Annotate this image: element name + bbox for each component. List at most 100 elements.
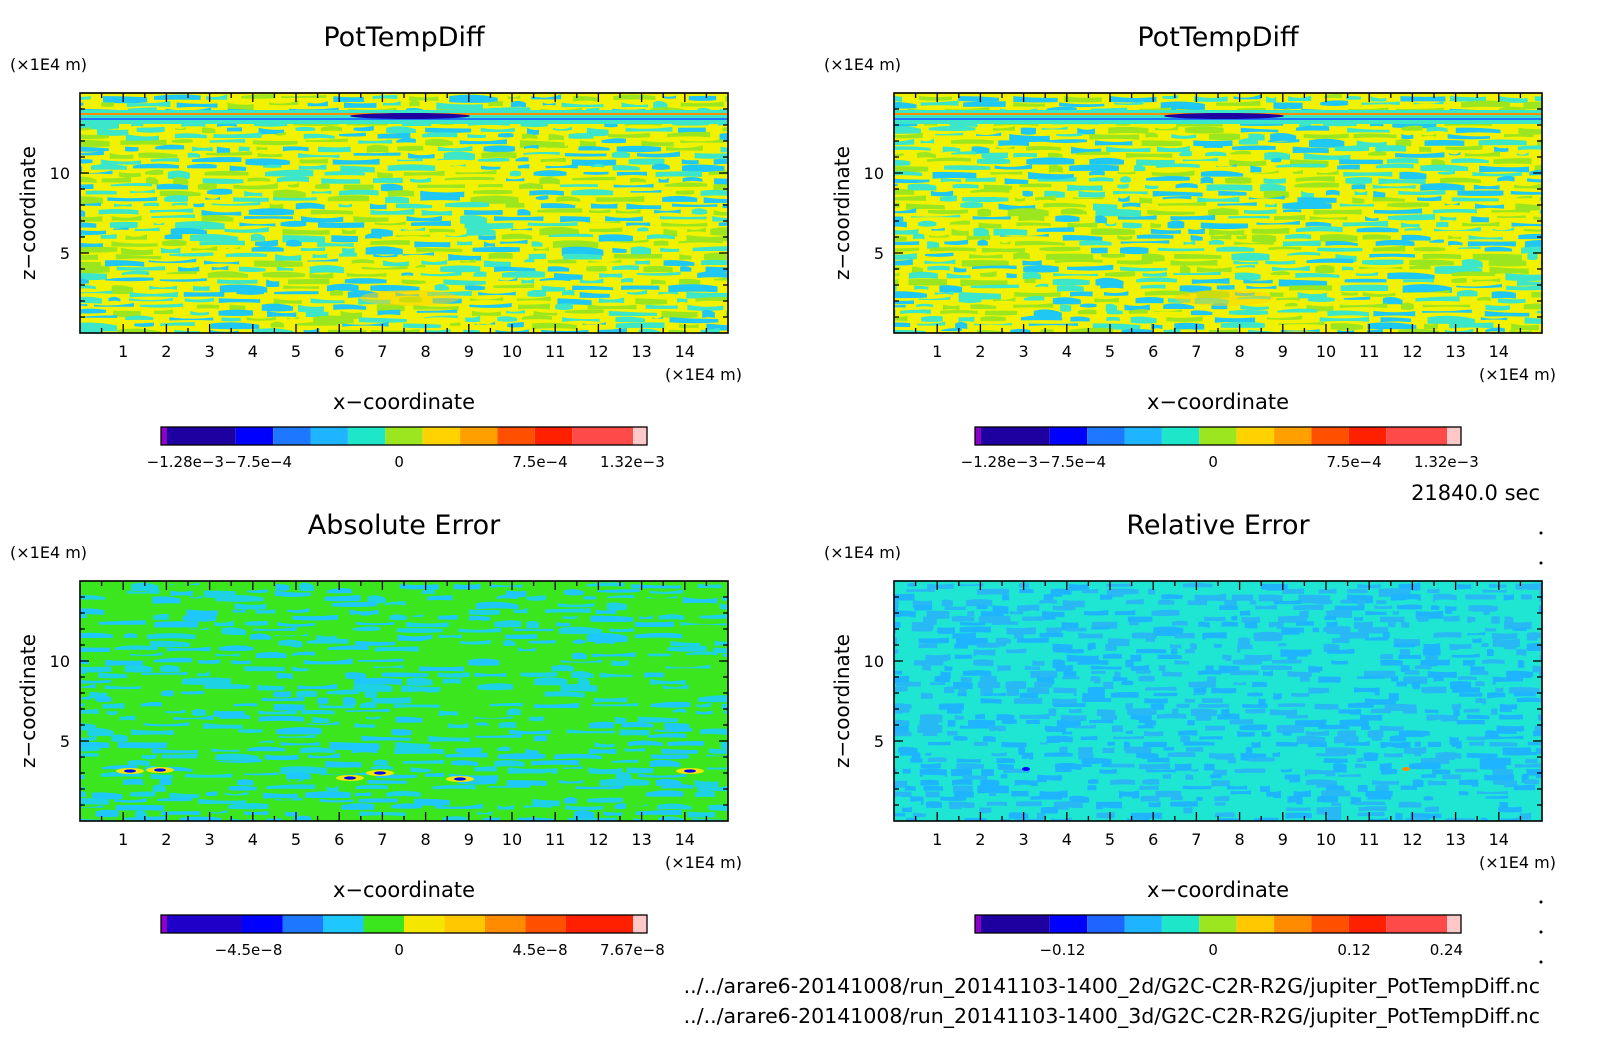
contour-band: [1270, 133, 1297, 142]
contour-band: [1229, 719, 1254, 725]
contour-band: [1449, 588, 1473, 595]
contour-band: [921, 315, 943, 322]
contour-band: [1475, 681, 1485, 687]
contour-band: [1342, 220, 1389, 227]
contour-band: [946, 273, 971, 279]
contour-band: [575, 785, 624, 790]
contour-band: [976, 157, 1011, 165]
contour-band: [1063, 638, 1093, 645]
contour-band: [1043, 202, 1086, 208]
contour-band: [401, 685, 441, 693]
contour-band: [613, 239, 649, 243]
contour-band: [1134, 164, 1146, 172]
contour-band: [910, 757, 923, 763]
contour-band: [894, 637, 898, 645]
contour-band: [944, 665, 953, 672]
contour-band: [945, 589, 964, 593]
contour-band: [1007, 736, 1030, 742]
contour-band: [1103, 291, 1129, 296]
y-unit-label: (×1E4 m): [10, 55, 87, 74]
contour-band: [80, 741, 110, 749]
contour-band: [273, 189, 306, 199]
contour-band: [702, 678, 728, 685]
contour-band: [1337, 773, 1361, 777]
contour-band: [164, 233, 183, 240]
contour-band: [1353, 621, 1373, 629]
contour-band: [1259, 719, 1278, 726]
contour-band: [526, 620, 540, 629]
contour-band: [914, 285, 929, 290]
contour-band: [1171, 134, 1196, 139]
contour-band: [80, 209, 86, 217]
contour-band: [216, 146, 231, 154]
contour-band: [564, 589, 584, 596]
contour-band: [129, 291, 178, 298]
contour-band: [1447, 134, 1490, 140]
contour-band: [389, 614, 408, 621]
contour-band: [1401, 234, 1431, 241]
contour-band: [601, 138, 626, 144]
contour-band: [1067, 264, 1114, 271]
contour-band: [894, 304, 906, 308]
contour-band: [1376, 600, 1387, 605]
contour-band: [497, 695, 520, 702]
contour-band: [1271, 265, 1310, 272]
contour-band: [1280, 768, 1292, 773]
contour-band: [184, 297, 214, 303]
contour-band: [673, 670, 723, 676]
contour-band: [1145, 637, 1156, 642]
contour-band: [253, 723, 296, 728]
contour-band: [1062, 731, 1073, 735]
contour-band: [255, 609, 276, 614]
contour-band: [1043, 594, 1054, 601]
contour-band: [211, 265, 229, 271]
contour-band: [376, 304, 405, 312]
contour-band: [650, 279, 666, 285]
contour-band: [1203, 144, 1223, 149]
contour-band: [894, 152, 904, 157]
contour-band: [695, 609, 728, 615]
contour-band: [1126, 719, 1139, 728]
contour-band: [453, 583, 481, 590]
contour-band: [1019, 713, 1050, 720]
contour-band: [214, 620, 234, 627]
contour-band: [1318, 724, 1350, 730]
contour-band: [1190, 643, 1198, 650]
contour-band: [904, 801, 922, 807]
contour-band: [952, 779, 973, 785]
contour-band: [297, 153, 340, 158]
contour-band: [1350, 691, 1375, 701]
contour-band: [470, 195, 519, 204]
contour-band: [997, 665, 1011, 672]
contour-band: [80, 679, 112, 684]
contour-band: [182, 677, 232, 685]
contour-band: [1472, 171, 1522, 177]
contour-band: [1227, 785, 1248, 790]
contour-band: [1138, 675, 1155, 682]
contour-band: [1152, 190, 1203, 197]
contour-band: [213, 132, 262, 139]
contour-band: [1088, 177, 1114, 182]
contour-band: [469, 303, 512, 308]
contour-band: [894, 159, 911, 166]
contour-band: [928, 594, 958, 602]
contour-band: [1201, 698, 1223, 704]
contour-band: [1121, 680, 1134, 686]
contour-band: [678, 323, 699, 328]
contour-band: [1339, 631, 1369, 639]
contour-band: [1402, 757, 1413, 765]
contour-band: [1448, 241, 1463, 246]
contour-band: [1372, 648, 1389, 656]
contour-band: [579, 140, 596, 148]
contour-band: [1185, 746, 1204, 752]
contour-band: [671, 203, 718, 207]
contour-band: [183, 291, 225, 297]
contour-band: [894, 791, 912, 797]
contour-band: [499, 722, 517, 729]
contour-band: [638, 773, 686, 778]
contour-band: [1427, 741, 1441, 748]
contour-band: [415, 810, 464, 816]
contour-band: [681, 159, 699, 165]
contour-band: [894, 795, 901, 802]
contour-band: [123, 710, 156, 716]
